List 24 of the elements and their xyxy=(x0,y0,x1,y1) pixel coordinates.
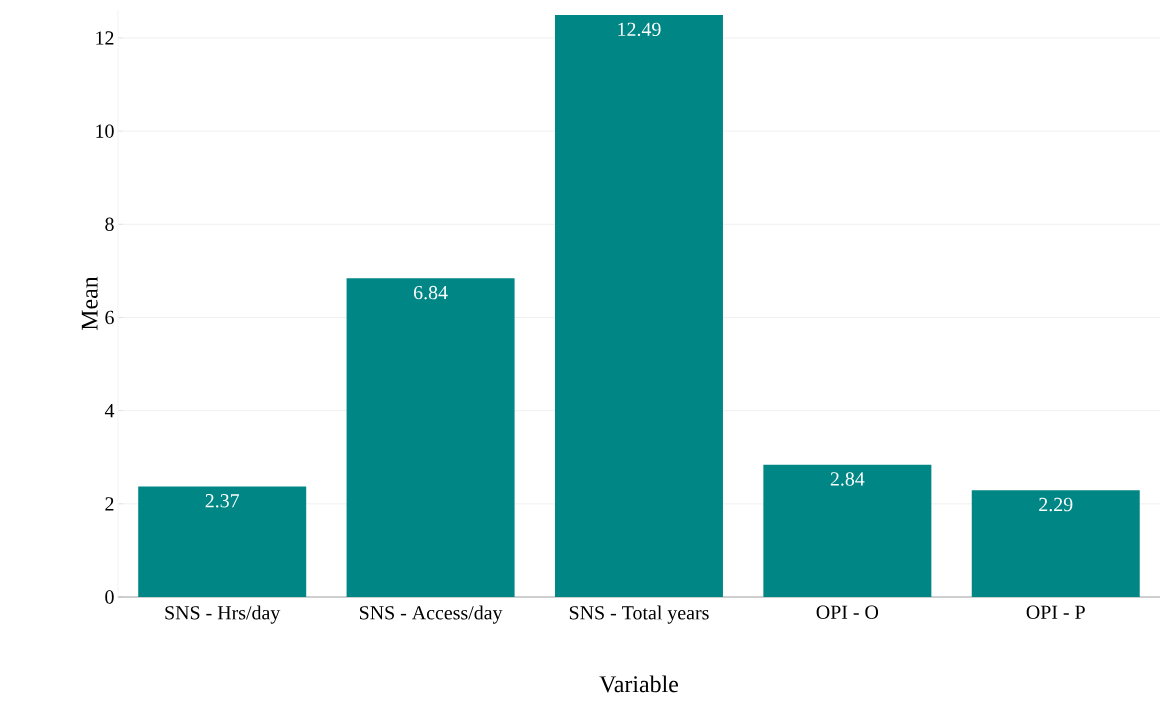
y-tick-label: 4 xyxy=(104,404,115,418)
x-tick-label: SNS - Total years xyxy=(569,605,709,624)
data-label: 2.37 xyxy=(205,494,240,508)
y-tick-label: 2 xyxy=(105,497,114,511)
bar xyxy=(971,490,1140,597)
y-tick-label: 12 xyxy=(96,31,114,45)
bar xyxy=(138,486,307,597)
y-tick-label: 10 xyxy=(96,124,114,138)
y-tick-label: 0 xyxy=(105,590,114,604)
x-tick-label: SNS - Access/day xyxy=(359,605,503,624)
y-tick-label: 6 xyxy=(105,310,114,325)
y-axis-title: Mean xyxy=(81,276,98,331)
bar xyxy=(763,464,932,597)
data-label: 2.29 xyxy=(1039,497,1073,512)
data-label: 12.49 xyxy=(618,22,661,37)
y-tick-label: 8 xyxy=(105,217,114,232)
x-tick-label: OPI - O xyxy=(816,605,879,619)
x-axis-title: Variable xyxy=(599,675,678,693)
bar xyxy=(554,15,723,597)
data-label: 2.84 xyxy=(830,472,865,486)
x-tick-label: OPI - P xyxy=(1026,605,1085,619)
data-label: 6.84 xyxy=(414,285,448,300)
bar xyxy=(346,278,515,597)
x-tick-label: SNS - Hrs/day xyxy=(165,605,281,624)
